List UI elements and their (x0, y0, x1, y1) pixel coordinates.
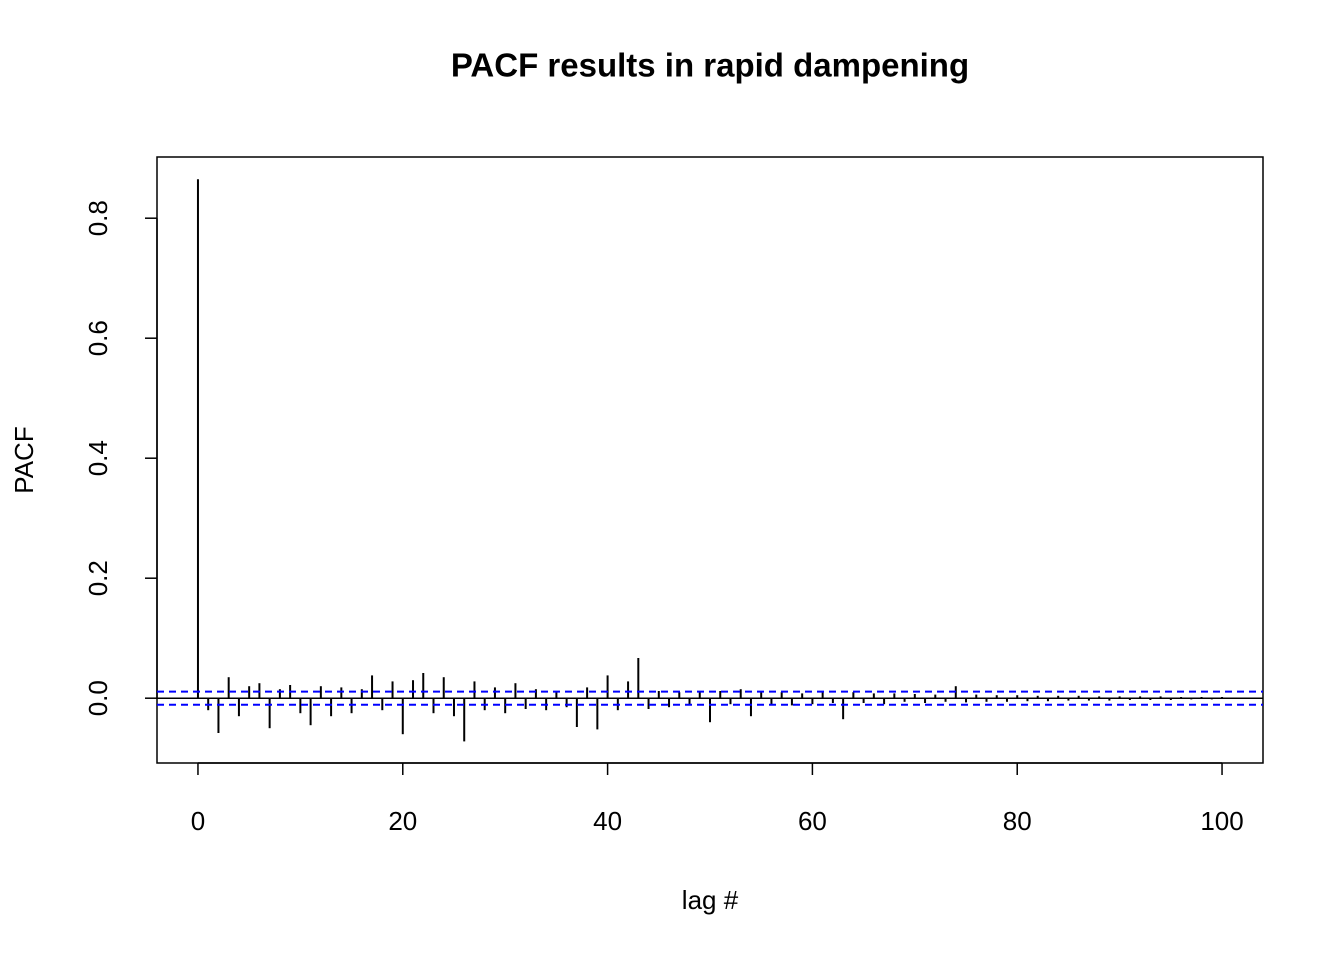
x-tick-label: 0 (191, 806, 205, 836)
y-tick-label: 0.4 (83, 440, 113, 476)
x-tick-label: 100 (1200, 806, 1243, 836)
chart-title: PACF results in rapid dampening (451, 47, 969, 84)
x-tick-label: 40 (593, 806, 622, 836)
y-tick-label: 0.8 (83, 200, 113, 236)
x-tick-label: 20 (388, 806, 417, 836)
plot-frame (156, 156, 1264, 764)
y-tick-label: 0.2 (83, 560, 113, 596)
x-tick-label: 60 (798, 806, 827, 836)
x-tick-label: 80 (1003, 806, 1032, 836)
y-tick-label: 0.6 (83, 320, 113, 356)
x-axis-label: lag # (682, 885, 739, 915)
y-tick-label: 0.0 (83, 680, 113, 716)
y-axis-label: PACF (9, 426, 39, 493)
